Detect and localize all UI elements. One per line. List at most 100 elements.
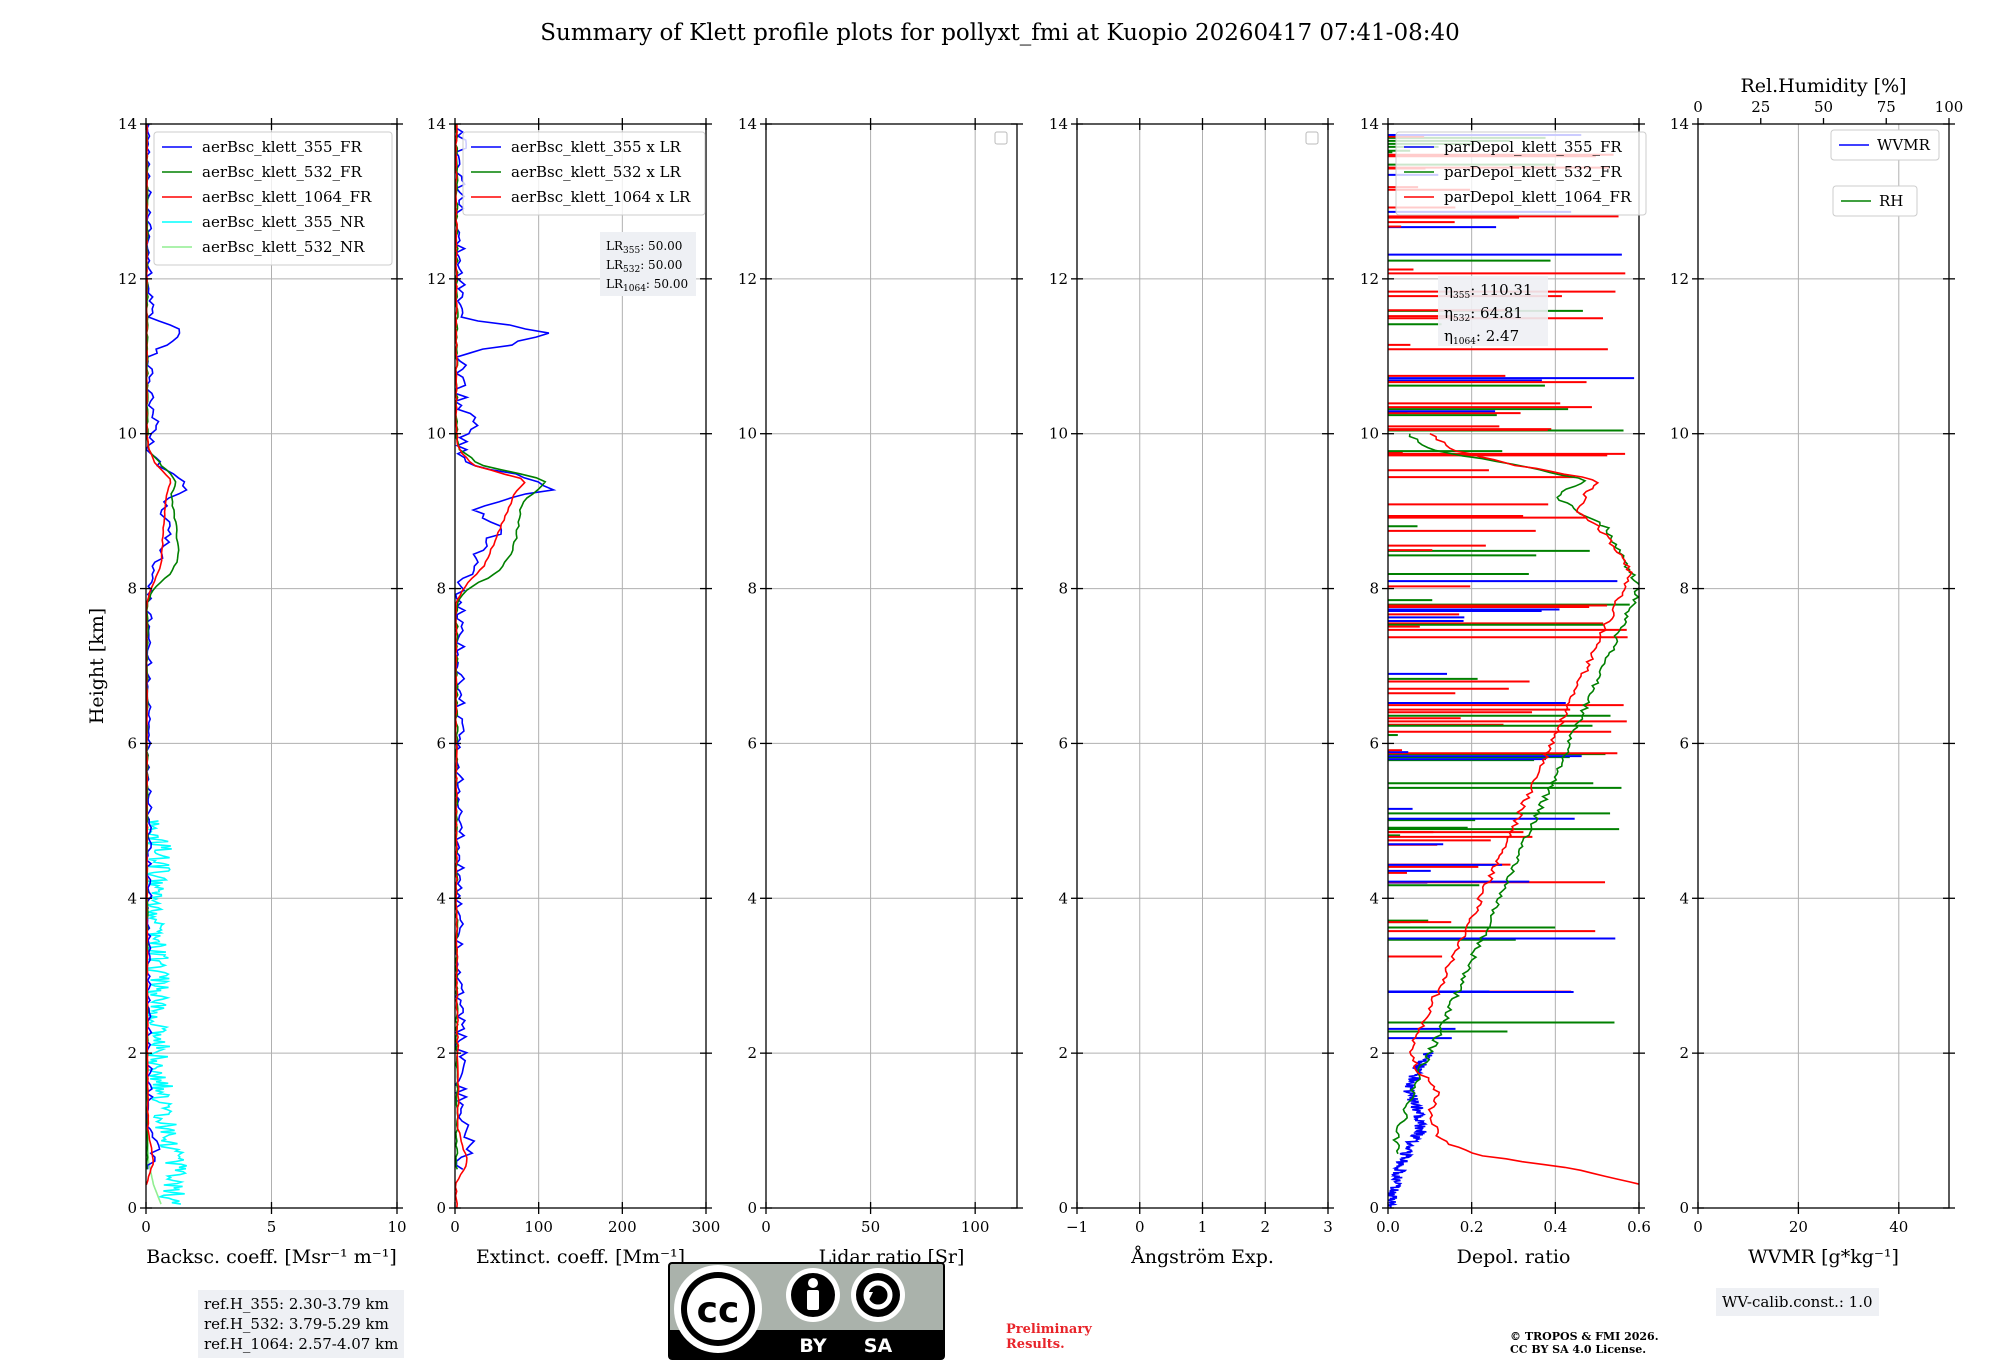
y-tick-label: 10 [427, 425, 446, 443]
ref-height-355: ref.H_355: 2.30-3.79 km [204, 1295, 389, 1313]
y-tick-label: 2 [747, 1044, 757, 1062]
x-tick-label: 0.6 [1627, 1218, 1651, 1236]
legend-label: aerBsc_klett_1064 x LR [511, 188, 691, 206]
y-tick-label: 14 [738, 115, 757, 133]
axes-frame [454, 123, 707, 1209]
legend-label: parDepol_klett_532_FR [1444, 163, 1622, 181]
x-tick-label: −1 [1066, 1218, 1088, 1236]
y-tick-label: 0 [436, 1199, 446, 1217]
y-tick-label: 4 [1679, 889, 1689, 907]
x-axis-label: Backsc. coeff. [Msr⁻¹ m⁻¹] [146, 1246, 397, 1268]
y-tick-label: 4 [127, 889, 137, 907]
cc-license-badge: cc BY SA [668, 1262, 945, 1360]
eta-box: η355: 110.31 η532: 64.81 η1064: 2.47 [1438, 276, 1548, 347]
lidar-ratio-text: LR1064: 50.00 [606, 277, 688, 294]
cc-glyph: cc [697, 1290, 740, 1331]
y-tick-label: 4 [1058, 889, 1068, 907]
x-tick-label: 3 [1323, 1218, 1333, 1236]
ref-height-532: ref.H_532: 3.79-5.29 km [204, 1315, 389, 1333]
x-tick-label: 100 [961, 1218, 990, 1236]
y-tick-label: 8 [127, 580, 137, 598]
preliminary-line-2: Results. [1006, 1337, 1065, 1352]
y-tick-label: 12 [1049, 270, 1068, 288]
legend: aerBsc_klett_355 x LR aerBsc_klett_532 x … [462, 131, 706, 216]
panel-depol: 0 2 4 6 8 10 12 14 0.0 0.2 0.4 0.6 Depol. ratio parDe… [1360, 115, 1651, 1268]
legend-label: aerBsc_klett_355_NR [202, 213, 365, 231]
lidar-ratio-text: LR532: 50.00 [606, 258, 682, 275]
legend-label: aerBsc_klett_532 x LR [511, 163, 682, 181]
x-tick-label: 100 [524, 1218, 553, 1236]
legend: aerBsc_klett_355_FR aerBsc_klett_532_FRae… [153, 131, 393, 266]
axes-frame [765, 123, 1018, 1209]
y-tick-label: 8 [1679, 580, 1689, 598]
y-tick-label: 6 [436, 734, 446, 752]
legend-box [153, 131, 393, 266]
figure-title: Summary of Klett profile plots for polly… [540, 20, 1460, 46]
y-tick-label: 6 [127, 734, 137, 752]
x-tick-label: 200 [608, 1218, 637, 1236]
legend-box [1830, 129, 1940, 161]
top-x-tick-label: 100 [1935, 98, 1964, 116]
preliminary-results-note: Preliminary Results. [1006, 1322, 1092, 1352]
y-tick-label: 12 [738, 270, 757, 288]
panel-extinction: 0 2 4 6 8 10 12 14 0 100 200 300 Extinct. coeff. [Mm… [427, 115, 720, 1268]
axes-frame [1387, 123, 1640, 1209]
legend-label: aerBsc_klett_1064_FR [202, 188, 372, 206]
y-tick-label: 14 [1670, 115, 1689, 133]
y-tick-label: 0 [1369, 1199, 1379, 1217]
legend-label: aerBsc_klett_355_FR [202, 138, 362, 156]
legend-label: RH [1879, 192, 1903, 210]
series-group [1388, 133, 1639, 1208]
top-x-tick-label: 75 [1877, 98, 1896, 116]
x-axis-label: Depol. ratio [1457, 1246, 1571, 1268]
y-tick-label: 4 [436, 889, 446, 907]
x-tick-label: 40 [1889, 1218, 1908, 1236]
x-tick-label: 10 [387, 1218, 406, 1236]
y-tick-label: 12 [427, 270, 446, 288]
y-axis-label: Height [km] [86, 608, 108, 724]
empty-legend-box [994, 131, 1008, 145]
x-tick-label: 0 [1135, 1218, 1145, 1236]
legend-label: aerBsc_klett_532_NR [202, 238, 365, 256]
y-tick-label: 12 [118, 270, 137, 288]
sa-label: SA [864, 1335, 893, 1357]
y-tick-label: 10 [1360, 425, 1379, 443]
y-tick-label: 2 [1369, 1044, 1379, 1062]
top-x-axis-label: Rel.Humidity [%] [1740, 75, 1906, 97]
y-tick-label: 6 [1369, 734, 1379, 752]
y-tick-label: 10 [738, 425, 757, 443]
series-line-aerBsc_klett_1064 x LR [455, 124, 526, 1208]
lidar-ratio-box: LR355: 50.00 LR532: 50.00 LR1064: 50.00 [600, 232, 696, 296]
x-tick-label: 50 [861, 1218, 880, 1236]
legend-label: WVMR [1877, 136, 1931, 154]
preliminary-line-1: Preliminary [1006, 1322, 1092, 1337]
y-tick-label: 0 [1679, 1199, 1689, 1217]
legend-wvmr: WVMR RH [1830, 129, 1940, 217]
copyright-line-1: © TROPOS & FMI 2026. [1510, 1330, 1659, 1343]
x-tick-label: 0 [761, 1218, 771, 1236]
top-x-tick-label: 50 [1814, 98, 1833, 116]
y-tick-label: 8 [747, 580, 757, 598]
y-tick-label: 2 [127, 1044, 137, 1062]
y-tick-label: 14 [118, 115, 137, 133]
x-tick-label: 0.4 [1543, 1218, 1567, 1236]
series-group [455, 124, 557, 1208]
wv-calibration-text: WV-calib.const.: 1.0 [1722, 1293, 1873, 1311]
legend: parDepol_klett_355_FR parDepol_klett_532_… [1395, 131, 1647, 216]
series-group [146, 124, 188, 1205]
y-tick-label: 10 [118, 425, 137, 443]
x-tick-label: 0 [450, 1218, 460, 1236]
axes-frame [1697, 123, 1950, 1209]
y-tick-label: 14 [1360, 115, 1379, 133]
legend-label: aerBsc_klett_355 x LR [511, 138, 682, 156]
by-person-icon [808, 1278, 818, 1288]
y-tick-label: 6 [1679, 734, 1689, 752]
eta-text: η355: 110.31 [1444, 281, 1533, 301]
y-tick-label: 2 [1058, 1044, 1068, 1062]
series-line-aerBsc_klett_532 x LR [455, 124, 547, 1170]
x-tick-label: 0 [141, 1218, 151, 1236]
series-line-parDepol_klett_355_FR [1388, 1052, 1434, 1208]
